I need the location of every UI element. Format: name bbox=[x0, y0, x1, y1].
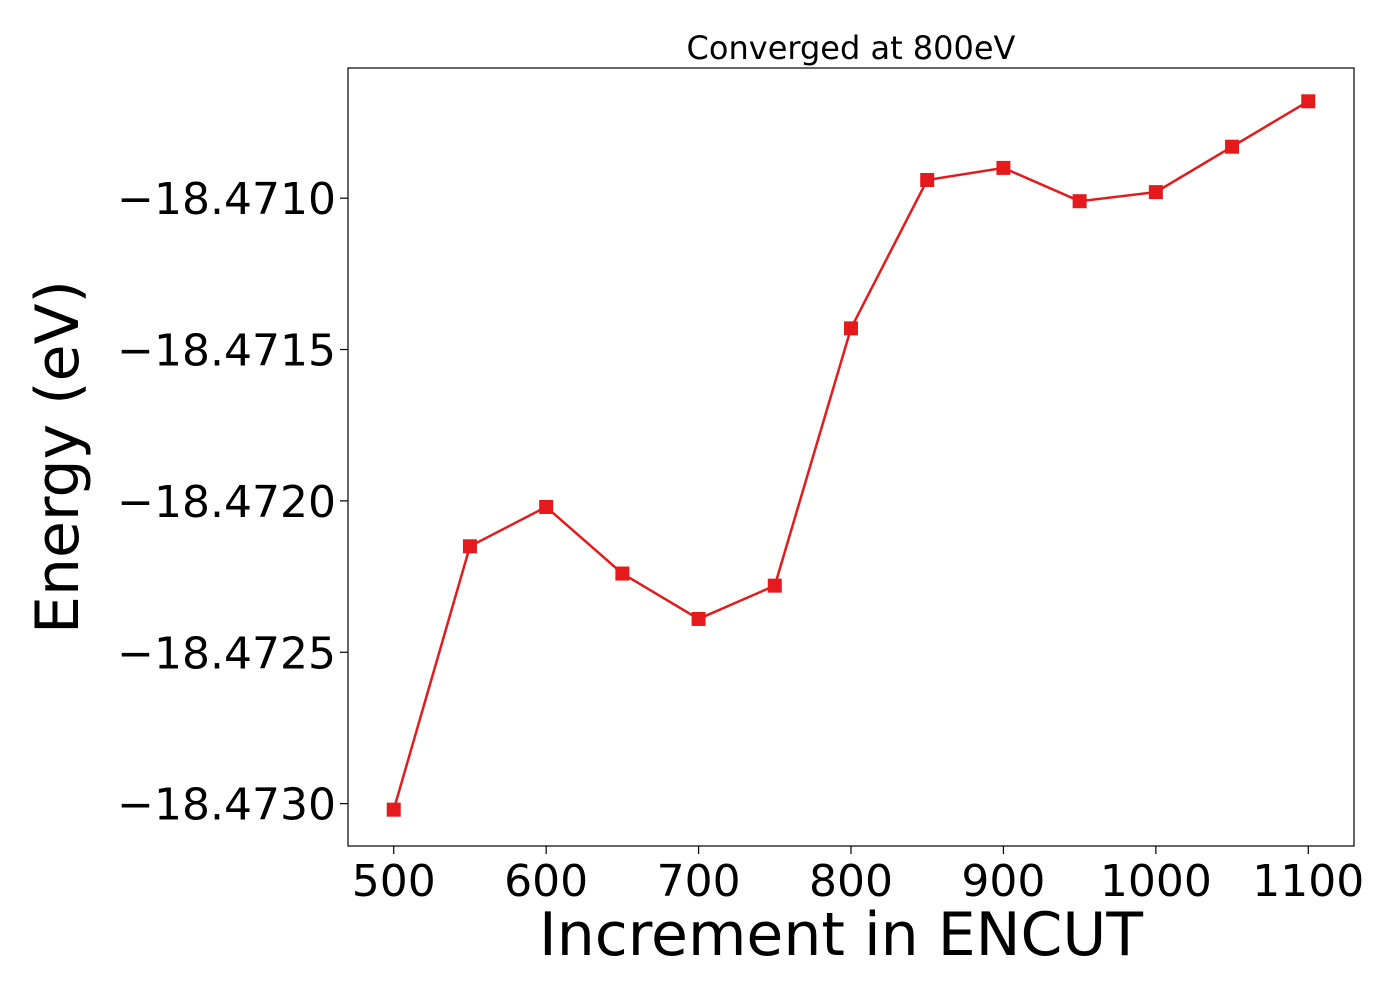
y-tick-label: −18.4720 bbox=[117, 477, 336, 528]
data-point bbox=[996, 160, 1011, 175]
data-point bbox=[691, 611, 706, 626]
series-line bbox=[392, 100, 1309, 811]
data-point bbox=[1301, 94, 1316, 109]
x-tick-label: 500 bbox=[352, 856, 436, 907]
y-tick-label: −18.4715 bbox=[117, 326, 336, 377]
x-tick-label: 700 bbox=[657, 856, 741, 907]
data-point bbox=[1072, 194, 1087, 209]
data-point bbox=[920, 173, 935, 188]
data-point bbox=[1148, 185, 1163, 200]
plot-area bbox=[386, 94, 1316, 817]
y-axis-title: Energy (eV) bbox=[23, 280, 93, 634]
x-tick-label: 900 bbox=[961, 856, 1045, 907]
plot-frame bbox=[347, 67, 1355, 847]
data-point bbox=[386, 802, 401, 817]
data-point bbox=[767, 578, 782, 593]
x-tick-label: 800 bbox=[809, 856, 893, 907]
data-point bbox=[462, 539, 477, 554]
y-tick-label: −18.4725 bbox=[117, 628, 336, 679]
x-tick-label: 1100 bbox=[1252, 856, 1364, 907]
x-tick-label: 600 bbox=[504, 856, 588, 907]
x-tick-label: 1000 bbox=[1100, 856, 1212, 907]
x-axis: 500 600 700 800 900 1000 1100 bbox=[352, 846, 1364, 907]
x-axis-title: Increment in ENCUT bbox=[539, 900, 1143, 970]
y-tick-label: −18.4730 bbox=[117, 780, 336, 831]
data-point bbox=[844, 321, 858, 336]
data-point bbox=[539, 499, 554, 514]
data-point bbox=[1225, 139, 1240, 154]
y-tick-label: −18.4710 bbox=[117, 174, 336, 225]
chart-title: Converged at 800eV bbox=[687, 29, 1016, 67]
data-point bbox=[615, 566, 630, 581]
y-axis: −18.4730 −18.4725 −18.4720 −18.4715 −18.4710 bbox=[117, 174, 348, 831]
